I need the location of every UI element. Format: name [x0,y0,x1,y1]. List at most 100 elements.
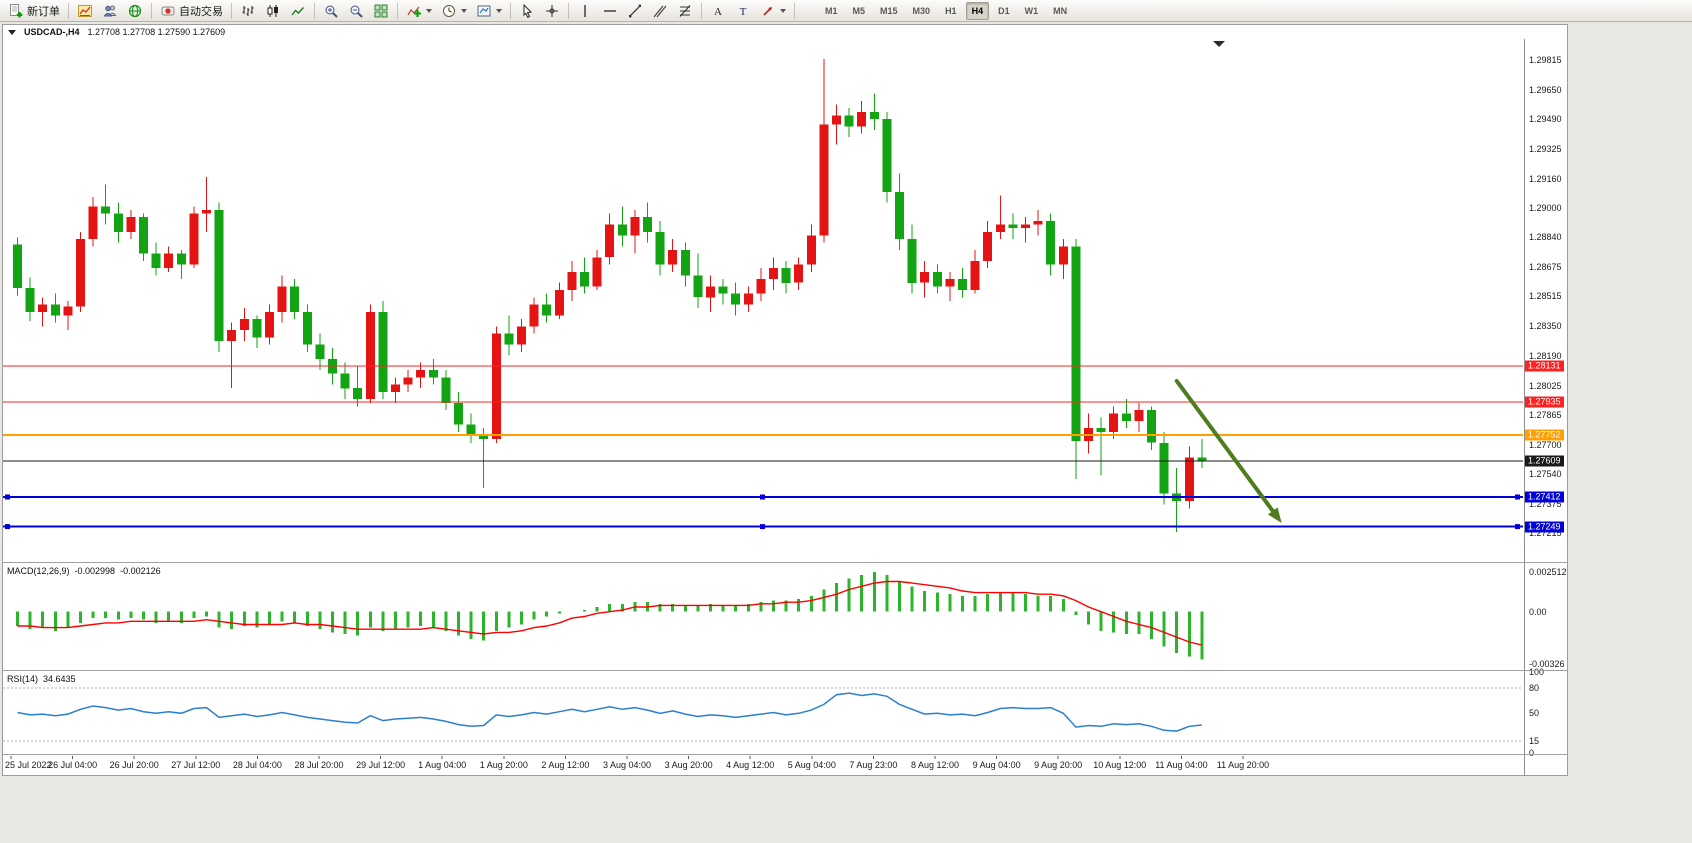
svg-text:T: T [740,6,747,18]
toolbar-separator [68,2,69,19]
candle-body [970,260,980,290]
timeframe-h4-button[interactable]: H4 [965,1,990,20]
price-axis-label: 1.29000 [1529,203,1562,214]
price-axis-label: 1.28840 [1529,232,1562,243]
candle-body [1096,428,1106,432]
toolbar: 新订单 自动交易 A T M1 M5 M15 M30 H1 H4 D1 W1 MN [0,0,1692,22]
time-axis-label: 27 Jul 12:00 [171,760,221,770]
channel-button[interactable] [648,1,672,21]
vline-icon [577,3,593,19]
candle-body [76,239,85,307]
trend-arrow-head[interactable] [1267,507,1282,523]
fibonacci-button[interactable] [673,1,697,21]
candle-body [806,235,816,265]
rsi-axis-label: 50 [1529,707,1540,718]
clock-icon [441,3,457,19]
panel-separator-macd[interactable] [3,562,1567,563]
candle-body [239,319,249,330]
timeframe-mn-button[interactable]: MN [1053,5,1068,16]
periods-button[interactable] [437,1,471,21]
zoom-out-button[interactable] [344,1,368,21]
timeframe-m30-button[interactable]: M30 [912,5,931,16]
market-watch-button[interactable] [123,1,147,21]
new-order-button[interactable]: 新订单 [4,1,64,21]
chart-canvas[interactable] [3,25,1523,776]
price-tag: 1.27752 [1525,429,1564,441]
timeframe-d1-button[interactable]: D1 [998,5,1010,16]
indicators-button[interactable] [402,1,436,21]
profiles-button[interactable] [98,1,122,21]
panel-separator-rsi[interactable] [3,670,1567,671]
zoom-in-button[interactable] [319,1,343,21]
candle-body [302,311,312,345]
channel-icon [652,3,668,19]
line-chart-button[interactable] [286,1,310,21]
dropdown-arrow-icon[interactable] [780,8,786,13]
macd-value-signal: -0.002126 [120,566,161,576]
new-order-icon [8,3,24,19]
candle-body [365,311,375,400]
line-handle[interactable] [760,524,765,530]
candles-icon [265,3,281,19]
time-axis-label: 10 Aug 12:00 [1093,760,1147,770]
timeframe-m5-button[interactable]: M5 [852,5,866,16]
timeframe-m1-button[interactable]: M1 [825,5,838,16]
candle-body [517,326,526,345]
zoom-in-icon [323,3,339,19]
timeframe-m15-button[interactable]: M15 [880,5,898,16]
macd-axis-label: 0.00 [1529,606,1547,617]
arrows-button[interactable] [756,1,790,21]
vertical-line-button[interactable] [573,1,597,21]
trendline-icon [627,3,643,19]
candle-body [995,224,1005,232]
candle-body [718,286,728,294]
dropdown-arrow-icon[interactable] [496,8,502,13]
chart-shift-marker[interactable] [1213,41,1225,47]
trendline-button[interactable] [623,1,647,21]
candle-body [1121,413,1131,421]
bars-icon [240,3,256,19]
chart-titlebar[interactable]: USDCAD-,H4 1.27708 1.27708 1.27590 1.276… [3,25,1567,39]
cursor-button[interactable] [515,1,539,21]
templates-button[interactable] [472,1,506,21]
globe-icon [127,3,143,19]
bar-chart-button[interactable] [236,1,260,21]
candle-body [630,217,640,236]
candle-body [706,286,715,298]
horizontal-line-button[interactable] [598,1,622,21]
price-tag: 1.27935 [1525,396,1564,408]
price-axis-label: 1.28190 [1529,350,1562,361]
timeframe-h1-button[interactable]: H1 [945,5,957,16]
candle-body [920,271,930,283]
trend-arrow-annotation[interactable] [1174,378,1280,520]
dropdown-arrow-icon[interactable] [426,8,432,13]
dropdown-arrow-icon[interactable] [461,8,467,13]
candle-body [932,271,942,287]
one-click-trading-toggle-icon[interactable] [8,29,16,35]
candle-body [63,306,73,316]
candle-body [126,217,136,232]
line-handle[interactable] [1515,494,1520,500]
crosshair-button[interactable] [540,1,564,21]
rsi-label: RSI(14) [7,674,39,684]
new-chart-button[interactable] [73,1,97,21]
time-axis-label: 8 Aug 12:00 [910,760,960,770]
price-axis-label: 1.27215 [1529,527,1562,538]
candle-body [945,279,955,287]
candle-body [25,288,35,312]
tile-windows-button[interactable] [369,1,393,21]
price-axis-label: 1.28350 [1529,321,1562,332]
autotrading-button[interactable]: 自动交易 [156,1,227,21]
line-handle[interactable] [1515,524,1520,530]
line-handle[interactable] [5,494,10,500]
candle-body [794,264,804,283]
line-handle[interactable] [5,524,10,530]
price-axis-label: 1.29815 [1529,54,1562,65]
candle-body [38,304,48,312]
candlestick-chart-button[interactable] [261,1,285,21]
timeframe-w1-button[interactable]: W1 [1024,5,1039,16]
label-button[interactable]: T [731,1,755,21]
macd-header: MACD(12,26,9) -0.002998 -0.002126 [7,566,161,576]
line-handle[interactable] [760,494,765,500]
text-button[interactable]: A [706,1,730,21]
